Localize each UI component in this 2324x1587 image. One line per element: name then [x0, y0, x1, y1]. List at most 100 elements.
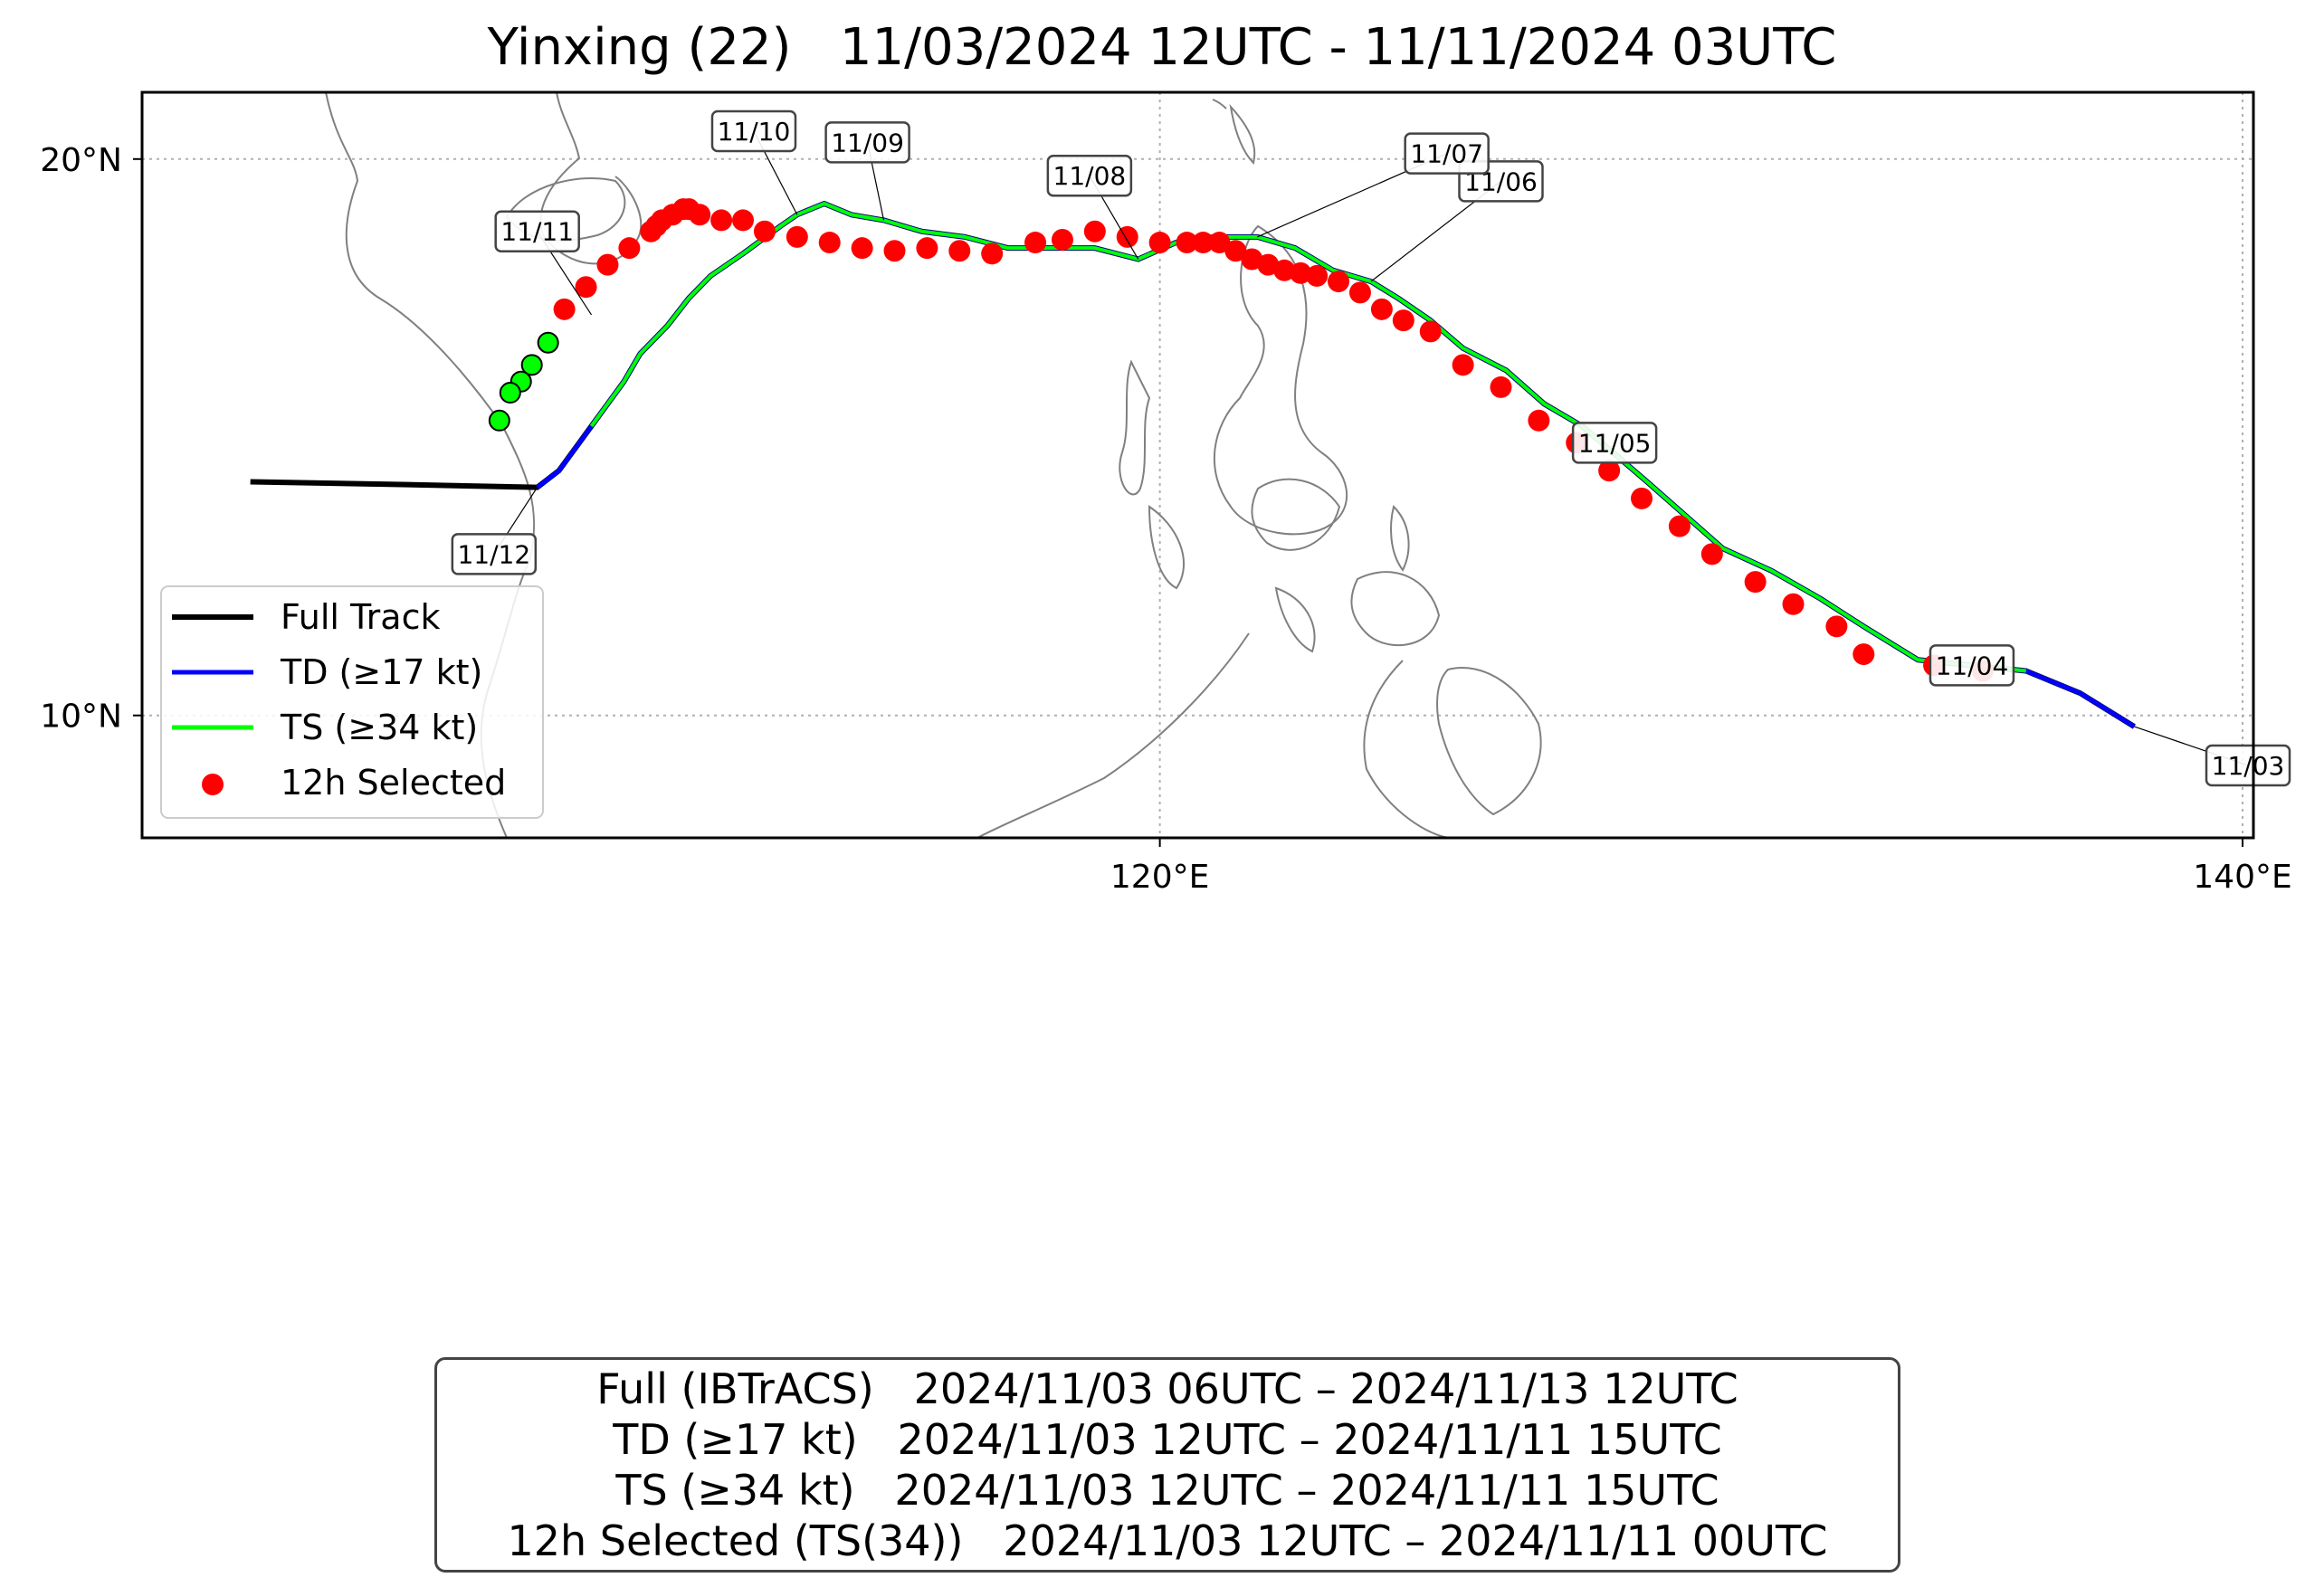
- selected-point: [1700, 543, 1723, 565]
- selected-point: [1825, 615, 1848, 638]
- coastline: [1274, 586, 1316, 653]
- summary-ts: TS (≥34 kt) 2024/11/03 12UTC – 2024/11/1…: [615, 1466, 1719, 1515]
- coastline: [1148, 505, 1186, 590]
- track-map: 11/0311/0411/0511/0611/0711/0811/0911/10…: [40, 90, 2292, 896]
- selected-point: [1744, 571, 1767, 594]
- selected-point: [981, 242, 1004, 265]
- selected-point: [916, 237, 938, 260]
- date-label: 11/07: [1410, 139, 1483, 169]
- ts-point: [499, 382, 521, 404]
- selected-point: [596, 253, 619, 276]
- selected-point: [1148, 232, 1171, 254]
- date-label-box: [1929, 644, 2015, 687]
- selected-point: [1224, 240, 1247, 262]
- selected-point: [732, 209, 755, 232]
- selected-point: [786, 225, 808, 248]
- selected-point: [1631, 487, 1653, 509]
- legend-swatch-selected: [202, 774, 224, 795]
- legend-label-ts: TS (≥34 kt): [280, 708, 478, 747]
- x-tick-label: 140°E: [2193, 859, 2291, 896]
- axis-ticks: 120°E 140°E 10°N 20°N: [40, 142, 2292, 896]
- date-label: 11/03: [2212, 751, 2285, 781]
- selected-point: [1051, 228, 1073, 251]
- date-label-box: [2205, 744, 2291, 787]
- x-tick-label: 120°E: [1110, 859, 1209, 896]
- selected-point: [1370, 298, 1393, 320]
- coastline: [1436, 667, 1542, 816]
- selected-point: [818, 232, 841, 254]
- coastline: [1119, 359, 1151, 496]
- ts-point: [520, 354, 543, 376]
- selected-point: [948, 240, 971, 262]
- summary-full: Full (IBTrACS) 2024/11/03 06UTC – 2024/1…: [596, 1364, 1738, 1413]
- selected-point: [1208, 232, 1231, 254]
- legend-label-full: Full Track: [281, 597, 441, 637]
- selected-point: [1192, 232, 1214, 254]
- selected-point: [1241, 248, 1263, 271]
- summary-box: Full (IBTrACS) 2024/11/03 06UTC – 2024/1…: [434, 1357, 1900, 1573]
- selected-point: [1083, 220, 1106, 242]
- legend-label-td: TD (≥17 kt): [280, 652, 482, 692]
- summary-selected: 12h Selected (TS(34)) 2024/11/03 12UTC –…: [507, 1516, 1828, 1565]
- legend-label-selected: 12h Selected: [281, 763, 506, 803]
- selected-point: [1490, 375, 1512, 398]
- y-tick-label: 20°N: [40, 142, 122, 179]
- selected-point: [1452, 354, 1474, 376]
- selected-point: [553, 298, 576, 320]
- date-label-box: [710, 109, 797, 153]
- selected-point: [753, 220, 776, 242]
- selected-point: [1306, 264, 1329, 287]
- selected-point: [575, 276, 597, 299]
- y-tick-label: 10°N: [40, 698, 122, 736]
- selected-point: [618, 237, 641, 260]
- date-label-box: [1571, 422, 1658, 464]
- legend: Full Track TD (≥17 kt) TS (≥34 kt) 12h Sele…: [160, 585, 544, 819]
- date-label-box: [494, 210, 580, 252]
- coastline: [1251, 478, 1341, 551]
- selected-point: [1290, 261, 1312, 284]
- coastline: [1363, 660, 1449, 838]
- coastline: [1212, 99, 1227, 109]
- date-labels: 11/0311/0411/0511/0611/0711/0811/0911/10…: [451, 109, 2291, 787]
- selected-point: [710, 209, 733, 232]
- date-label-box: [451, 533, 538, 575]
- date-label-box: [1404, 132, 1490, 175]
- selected-point: [1598, 460, 1621, 482]
- summary-td: TD (≥17 kt) 2024/11/03 12UTC – 2024/11/1…: [613, 1415, 1722, 1464]
- coastline: [976, 632, 1250, 838]
- selected-point: [1176, 232, 1198, 254]
- date-label: 11/08: [1053, 161, 1127, 191]
- date-label-box: [824, 121, 910, 164]
- date-label: 11/04: [1936, 651, 2009, 680]
- selected-point: [851, 237, 873, 260]
- date-label: 11/10: [718, 117, 791, 147]
- selected-point: [1668, 515, 1691, 537]
- selected-point: [1328, 271, 1350, 293]
- selected-point: [1116, 225, 1138, 248]
- selected-point: [883, 240, 906, 262]
- coastline: [1229, 103, 1256, 165]
- date-label: 11/09: [831, 128, 904, 157]
- date-label: 11/05: [1578, 428, 1652, 458]
- selected-point: [1782, 593, 1805, 615]
- date-label: 11/12: [457, 539, 530, 569]
- map-grid: [142, 92, 2253, 838]
- map-title: Yinxing (22) 11/03/2024 12UTC - 11/11/20…: [487, 18, 1837, 77]
- coastline: [1350, 571, 1441, 646]
- coastline: [1213, 224, 1348, 536]
- date-label-box: [1046, 154, 1133, 197]
- legend-box: [160, 585, 544, 819]
- plot-frame: [140, 90, 2255, 840]
- selected-point: [640, 220, 662, 242]
- selected-point: [1419, 320, 1442, 343]
- selected-point: [1392, 309, 1414, 332]
- ts-point: [537, 331, 559, 354]
- selected-point: [1528, 409, 1550, 432]
- track-points: [488, 198, 1994, 682]
- date-label: 11/11: [500, 217, 574, 247]
- ts-point: [488, 409, 510, 432]
- selected-point: [1024, 232, 1047, 254]
- coastline: [1390, 505, 1410, 572]
- selected-point: [1348, 281, 1371, 304]
- selected-point: [1853, 643, 1875, 666]
